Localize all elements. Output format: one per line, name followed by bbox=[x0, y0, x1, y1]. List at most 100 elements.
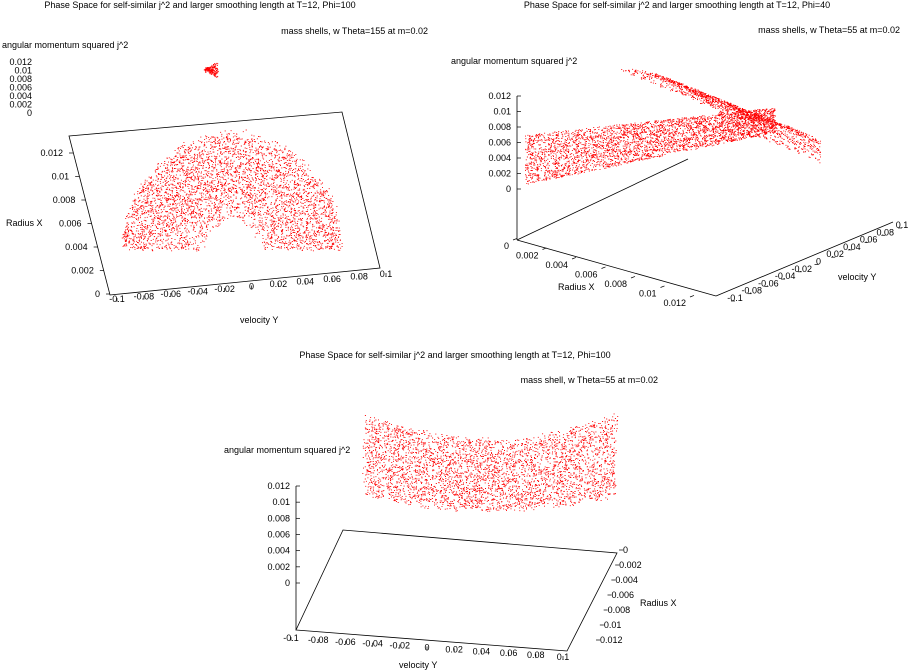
panel-3-zlabel: angular momentum squared j^2 bbox=[224, 445, 350, 455]
panel-1-y-tick-label: 0.02 bbox=[270, 279, 288, 289]
panel-2-x-tick-label: 0.006 bbox=[575, 270, 598, 280]
panel-3-y-tick-label: -0.1 bbox=[283, 633, 299, 643]
panel-2-y-tick-label: 0.02 bbox=[826, 249, 844, 259]
panel-2-series-streaks bbox=[621, 68, 821, 164]
panel-3-y-tick-label: -0.08 bbox=[308, 635, 329, 645]
panel-3-y-tick-label: -0.06 bbox=[335, 637, 356, 647]
panel-2-z-tick-label: 0.012 bbox=[488, 91, 511, 101]
panel-1-x-tick-label: 0.002 bbox=[71, 266, 94, 276]
panel-3-y-tick-label: 0.06 bbox=[500, 648, 518, 658]
panel-1-z-tick-label: 0 bbox=[27, 108, 32, 118]
panel-1-y-tick-label: 0.08 bbox=[350, 272, 368, 282]
panel-1-legend: mass shells, w Theta=155 at m=0.02 bbox=[281, 26, 428, 36]
panel-2-x-tick-mark bbox=[601, 266, 606, 269]
panel-2-y-tick-label: -0.06 bbox=[758, 278, 779, 288]
panel-2-y-tick-label: -0.04 bbox=[775, 271, 796, 281]
panel-1-y-tick-label: 0.1 bbox=[380, 269, 393, 279]
panel-1: Phase Space for self-similar j^2 and lar… bbox=[2, 0, 428, 325]
panel-2-y-tick-label: 0 bbox=[816, 257, 821, 267]
panel-2-x-tick-mark bbox=[542, 247, 547, 250]
panel-1-y-tick-label: -0.08 bbox=[134, 292, 155, 302]
panel-3-z-tick-label: 0.01 bbox=[272, 497, 290, 507]
panel-2-legend: mass shells, w Theta=55 at m=0.02 bbox=[758, 25, 900, 35]
panel-2-z-tick-label: 0.004 bbox=[488, 153, 511, 163]
panel-2-x-tick-label: 0.012 bbox=[663, 298, 686, 308]
panel-3-z-tick-label: 0 bbox=[285, 578, 290, 588]
panel-3-y-tick-label: 0.08 bbox=[527, 650, 545, 660]
panel-2-x-tick-mark bbox=[512, 238, 518, 241]
panel-3-y-tick-label: 0.04 bbox=[473, 646, 491, 656]
panel-2-y-tick-label: 0.04 bbox=[843, 242, 861, 252]
panel-2-y-tick-label: 0.08 bbox=[877, 227, 895, 237]
panel-1-z-tick-label: 0.01 bbox=[14, 66, 32, 76]
panel-1-y-tick-label: 0.04 bbox=[297, 277, 315, 287]
panel-1-x-tick-label: 0.006 bbox=[59, 219, 82, 229]
panel-1-y-tick-label: -0.06 bbox=[161, 289, 182, 299]
panel-1-z-tick-label: 0.012 bbox=[9, 57, 32, 67]
panel-2-y-tick-label: -0.1 bbox=[727, 293, 743, 303]
panel-3-series-points bbox=[362, 413, 619, 512]
panel-3-y-tick-label: 0.02 bbox=[445, 644, 463, 654]
panel-1-y-tick-label: 0 bbox=[249, 282, 254, 292]
panel-2-z-tick-label: 0 bbox=[506, 184, 511, 194]
panel-3-z-tick-label: 0.012 bbox=[267, 481, 290, 491]
panel-2-xlabel: Radius X bbox=[558, 282, 595, 292]
panel-1-x-tick-label: 0.008 bbox=[53, 195, 76, 205]
panel-3-xlabel: Radius X bbox=[640, 598, 677, 608]
panel-1-y-tick-label: -0.1 bbox=[109, 294, 125, 304]
panel-1-x-tick-label: 0.01 bbox=[52, 172, 70, 182]
panel-2-series-points bbox=[525, 108, 776, 185]
panel-2-x-tick-label: 0.004 bbox=[545, 260, 568, 270]
panel-2-z-tick-label: 0.01 bbox=[493, 107, 511, 117]
panel-2-x-tick-mark bbox=[689, 295, 695, 298]
panel-3-y-tick-label: 0 bbox=[424, 643, 429, 653]
panel-2-x-tick-label: 0.01 bbox=[639, 289, 657, 299]
panel-3-x-tick-label: 0.006 bbox=[612, 590, 635, 600]
panel-3-x-tick-label: 0.004 bbox=[615, 575, 638, 585]
panel-2-x-tick-label: 0.008 bbox=[604, 279, 627, 289]
panel-3-y-tick-label: -0.02 bbox=[390, 641, 411, 651]
panel-1-x-tick-label: 0.004 bbox=[65, 242, 88, 252]
panel-1-series-points bbox=[121, 129, 343, 252]
panel-3-z-tick-label: 0.006 bbox=[267, 530, 290, 540]
panel-2-z-tick-label: 0.006 bbox=[488, 138, 511, 148]
panel-1-title: Phase Space for self-similar j^2 and lar… bbox=[44, 0, 355, 10]
panel-3-y-tick-label: 0.1 bbox=[557, 652, 570, 662]
panel-3-x-tick-label: 0.012 bbox=[600, 635, 623, 645]
panel-2-z-tick-label: 0.008 bbox=[488, 122, 511, 132]
panel-2-zlabel: angular momentum squared j^2 bbox=[451, 56, 577, 66]
panel-1-y-tick-label: -0.04 bbox=[187, 287, 208, 297]
panel-1-y-tick-label: -0.02 bbox=[214, 284, 235, 294]
panel-2-y-tick-label: 0.1 bbox=[896, 220, 909, 230]
panel-1-x-tick-label: 0.012 bbox=[40, 148, 63, 158]
panel-2: Phase Space for self-similar j^2 and lar… bbox=[451, 0, 908, 308]
panel-3-z-tick-label: 0.004 bbox=[267, 546, 290, 556]
panel-3-z-tick-label: 0.002 bbox=[267, 562, 290, 572]
panel-2-ylabel: velocity Y bbox=[838, 272, 876, 282]
panel-1-z-tick-label: 0.006 bbox=[9, 83, 32, 93]
panel-1-x-tick-label: 0 bbox=[95, 289, 100, 299]
panel-2-frame bbox=[516, 96, 894, 297]
panel-2-y-tick-label: -0.02 bbox=[792, 264, 813, 274]
panel-1-ylabel: velocity Y bbox=[240, 315, 278, 325]
panel-2-title: Phase Space for self-similar j^2 and lar… bbox=[524, 0, 830, 10]
panel-1-y-tick-label: 0.06 bbox=[323, 274, 341, 284]
panel-1-frame bbox=[68, 111, 381, 296]
panel-3-frame bbox=[295, 486, 618, 652]
panel-2-z-tick-label: 0.002 bbox=[488, 169, 511, 179]
panel-3-z-tick-label: 0.008 bbox=[267, 513, 290, 523]
panel-3-x-tick-label: 0.008 bbox=[608, 605, 631, 615]
panel-1-xlabel: Radius X bbox=[6, 218, 43, 228]
panel-2-x-tick-label: 0 bbox=[504, 241, 509, 251]
panel-2-x-tick-mark bbox=[571, 257, 577, 260]
panel-1-z-tick-label: 0.004 bbox=[9, 91, 32, 101]
panel-2-x-tick-mark bbox=[660, 285, 665, 288]
panel-1-zlabel: angular momentum squared j^2 bbox=[2, 40, 128, 50]
panel-3-x-tick-label: 0 bbox=[623, 545, 628, 555]
panel-1-series-tail bbox=[203, 62, 219, 78]
panel-3-x-tick-label: 0.002 bbox=[619, 560, 642, 570]
panel-2-x-tick-label: 0.002 bbox=[516, 251, 539, 261]
panel-3-title: Phase Space for self-similar j^2 and lar… bbox=[299, 350, 610, 360]
